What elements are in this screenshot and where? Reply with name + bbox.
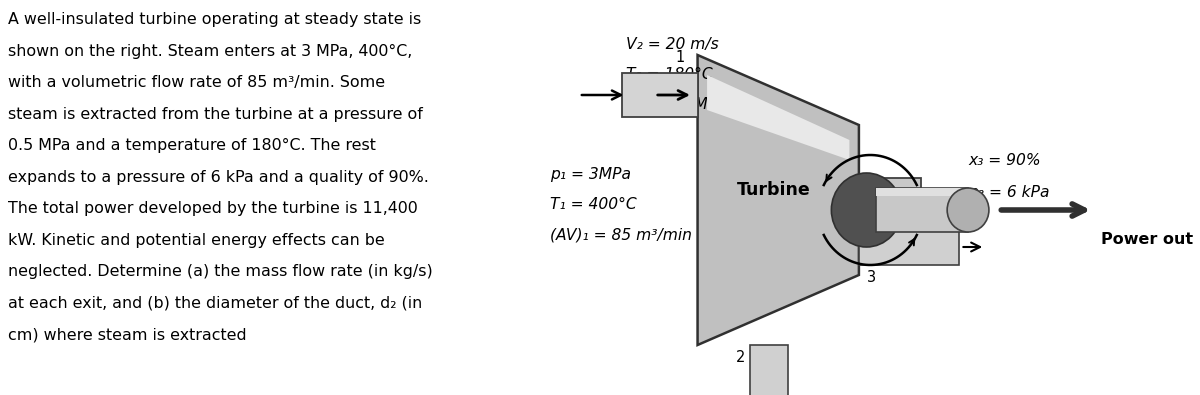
Text: kW. Kinetic and potential energy effects can be: kW. Kinetic and potential energy effects… (7, 233, 384, 248)
Text: 1: 1 (676, 50, 685, 65)
Text: at each exit, and (b) the diameter of the duct, d₂ (in: at each exit, and (b) the diameter of th… (7, 295, 422, 310)
Polygon shape (707, 75, 850, 160)
Text: T₂ = 180°C: T₂ = 180°C (626, 67, 713, 82)
Text: Turbine: Turbine (737, 181, 810, 199)
Circle shape (832, 173, 901, 247)
Text: p₁ = 3MPa: p₁ = 3MPa (551, 167, 631, 182)
Text: The total power developed by the turbine is 11,400: The total power developed by the turbine… (7, 201, 418, 216)
Polygon shape (876, 188, 968, 232)
Text: T₁ = 400°C: T₁ = 400°C (551, 197, 637, 212)
Text: shown on the right. Steam enters at 3 MPa, 400°C,: shown on the right. Steam enters at 3 MP… (7, 43, 412, 58)
Polygon shape (697, 55, 859, 345)
Polygon shape (859, 229, 959, 265)
Polygon shape (876, 188, 968, 196)
Text: V₂ = 20 m/s: V₂ = 20 m/s (626, 37, 719, 52)
Text: 2: 2 (736, 350, 745, 365)
Text: p₃ = 6 kPa: p₃ = 6 kPa (968, 185, 1050, 200)
Text: with a volumetric flow rate of 85 m³/min. Some: with a volumetric flow rate of 85 m³/min… (7, 75, 385, 90)
Polygon shape (859, 178, 920, 242)
Text: steam is extracted from the turbine at a pressure of: steam is extracted from the turbine at a… (7, 107, 422, 122)
Text: p₂ = 0.5 MPa: p₂ = 0.5 MPa (626, 97, 727, 112)
Text: 0.5 MPa and a temperature of 180°C. The rest: 0.5 MPa and a temperature of 180°C. The … (7, 138, 376, 153)
Text: Power out: Power out (1100, 232, 1193, 247)
Text: (AV)₁ = 85 m³/min: (AV)₁ = 85 m³/min (551, 227, 692, 242)
Text: x₃ = 90%: x₃ = 90% (968, 153, 1040, 168)
Text: cm) where steam is extracted: cm) where steam is extracted (7, 327, 246, 342)
Text: A well-insulated turbine operating at steady state is: A well-insulated turbine operating at st… (7, 12, 421, 27)
Polygon shape (750, 345, 787, 395)
Text: 3: 3 (866, 270, 876, 285)
Text: neglected. Determine (a) the mass flow rate (in kg/s): neglected. Determine (a) the mass flow r… (7, 264, 432, 279)
Circle shape (947, 188, 989, 232)
Text: expands to a pressure of 6 kPa and a quality of 90%.: expands to a pressure of 6 kPa and a qua… (7, 169, 428, 184)
Polygon shape (622, 73, 697, 117)
